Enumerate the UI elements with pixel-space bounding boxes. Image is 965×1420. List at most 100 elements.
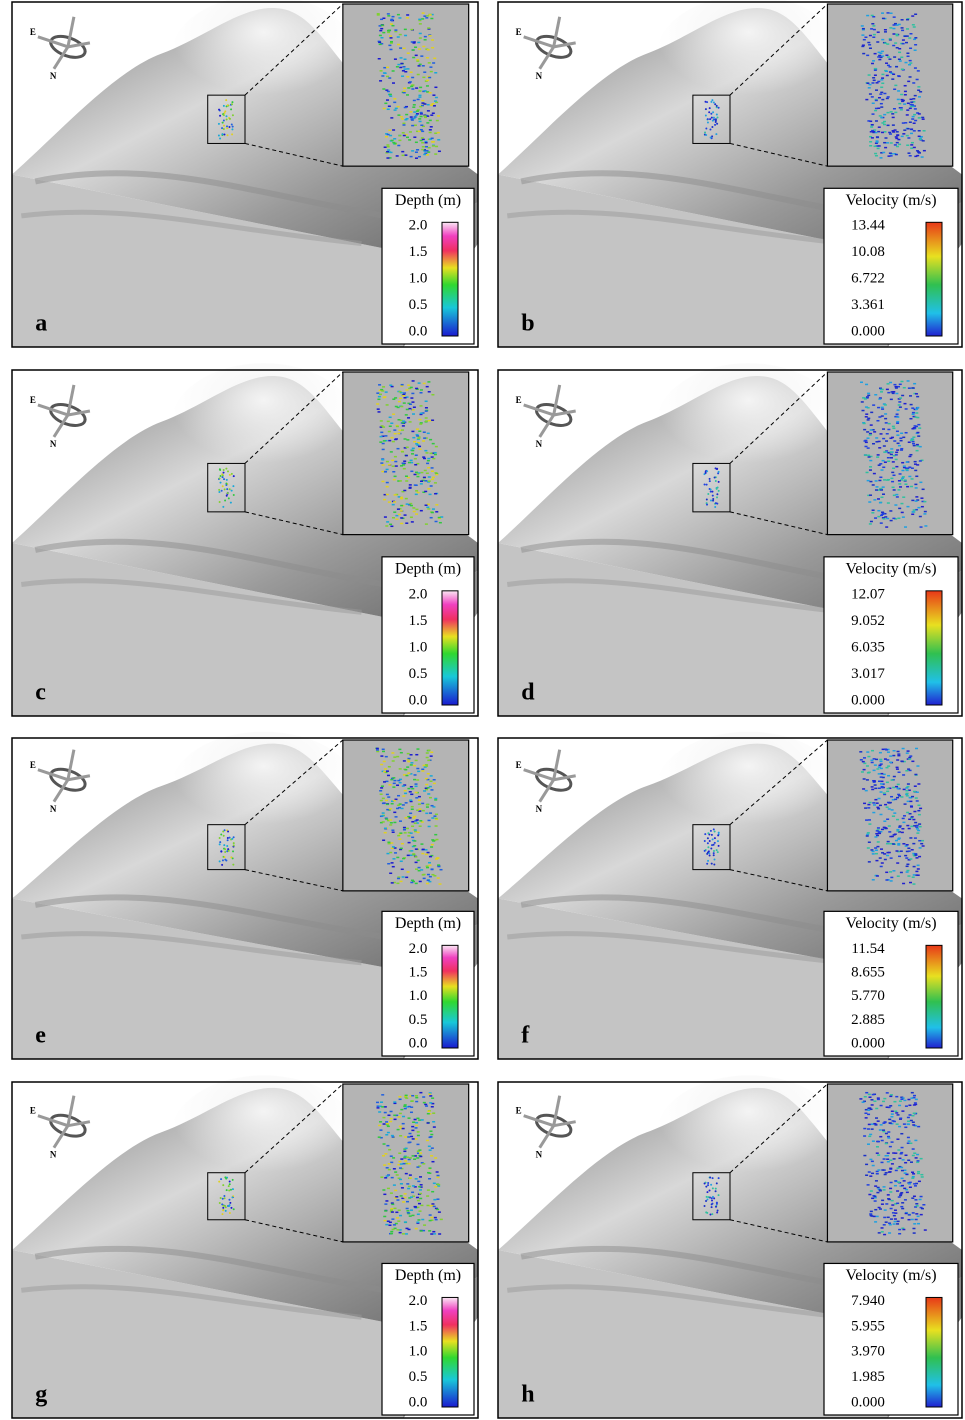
flow-particle (413, 406, 416, 408)
flow-particle (876, 456, 879, 458)
flow-particle (907, 1117, 910, 1119)
flow-particle (913, 825, 916, 827)
flow-particle (916, 800, 919, 802)
flow-particle (875, 1180, 878, 1182)
flow-particle (898, 445, 901, 447)
flow-particle (877, 81, 880, 83)
flow-particle (893, 89, 896, 91)
flow-particle (423, 458, 426, 460)
flow-particle (407, 855, 410, 857)
flow-particle (387, 1188, 390, 1190)
flow-particle (378, 1136, 381, 1138)
flow-particle (863, 1128, 866, 1130)
flow-particle (415, 1228, 418, 1230)
flow-particle (913, 1113, 916, 1115)
flow-particle (404, 832, 407, 834)
flow-particle (376, 749, 379, 751)
flow-particle (232, 850, 234, 852)
flow-particle (415, 1101, 418, 1103)
flow-particle (409, 855, 412, 857)
flow-particle (400, 385, 403, 387)
flow-particle (223, 114, 225, 116)
flow-particle (881, 12, 884, 14)
flow-particle (890, 1182, 893, 1184)
flow-particle (704, 131, 706, 133)
flow-particle (425, 142, 428, 144)
flow-particle (380, 436, 383, 438)
flow-particle (892, 815, 895, 817)
flow-particle (431, 394, 434, 396)
terrain-peak (656, 1075, 842, 1196)
flow-particle (871, 113, 874, 115)
flow-particle (890, 796, 893, 798)
flow-particle (233, 842, 235, 844)
flow-particle (429, 132, 432, 134)
flow-particle (712, 1177, 714, 1179)
flow-particle (410, 71, 413, 73)
flow-particle (404, 514, 407, 516)
flow-particle (395, 438, 398, 440)
flow-particle (891, 472, 894, 474)
flow-particle (393, 812, 396, 814)
flow-particle (410, 116, 413, 118)
flow-particle (918, 113, 921, 115)
flow-particle (913, 383, 916, 385)
flow-particle (913, 26, 916, 28)
flow-particle (898, 480, 901, 482)
flow-particle (414, 124, 417, 126)
flow-particle (921, 117, 924, 119)
flow-particle (430, 18, 433, 20)
flow-particle (434, 1217, 437, 1219)
flow-particle (862, 44, 865, 46)
flow-particle (893, 812, 896, 814)
flow-particle (422, 46, 425, 48)
flow-particle (412, 1185, 415, 1187)
flow-particle (382, 1189, 385, 1191)
flow-particle (916, 445, 919, 447)
flow-particle (223, 856, 225, 858)
flow-particle (918, 96, 921, 98)
flow-particle (411, 826, 414, 828)
flow-particle (912, 116, 915, 118)
flow-particle (877, 498, 880, 500)
inset (343, 740, 469, 891)
flow-particle (394, 456, 397, 458)
flow-particle (875, 100, 878, 102)
flow-particle (436, 1198, 439, 1200)
flow-particle (392, 504, 395, 506)
flow-particle (711, 1206, 713, 1208)
flow-particle (386, 794, 389, 796)
flow-particle (427, 110, 430, 112)
flow-particle (869, 469, 872, 471)
flow-particle (421, 769, 424, 771)
flow-particle (871, 1161, 874, 1163)
flow-particle (911, 104, 914, 106)
flow-particle (414, 116, 417, 118)
colorbar (926, 591, 942, 705)
flow-particle (412, 817, 415, 819)
flow-particle (394, 1208, 397, 1210)
flow-particle (896, 1138, 899, 1140)
flow-particle (395, 519, 398, 521)
flow-particle (399, 768, 402, 770)
flow-particle (900, 448, 903, 450)
flow-particle (427, 508, 430, 510)
panel: ENVelocity (m/s)13.4410.086.7223.3610.00… (498, 0, 962, 347)
flow-particle (886, 818, 889, 820)
flow-particle (225, 1178, 227, 1180)
flow-particle (707, 837, 709, 839)
flow-particle (716, 488, 718, 490)
flow-particle (412, 42, 415, 44)
flow-particle (863, 803, 866, 805)
flow-particle (382, 821, 385, 823)
flow-particle (392, 858, 395, 860)
flow-particle (411, 1095, 414, 1097)
flow-particle (424, 491, 427, 493)
flow-particle (912, 1155, 915, 1157)
flow-particle (418, 95, 421, 97)
flow-particle (418, 90, 421, 92)
flow-particle (866, 437, 869, 439)
flow-particle (430, 789, 433, 791)
flow-particle (906, 461, 909, 463)
flow-particle (424, 849, 427, 851)
